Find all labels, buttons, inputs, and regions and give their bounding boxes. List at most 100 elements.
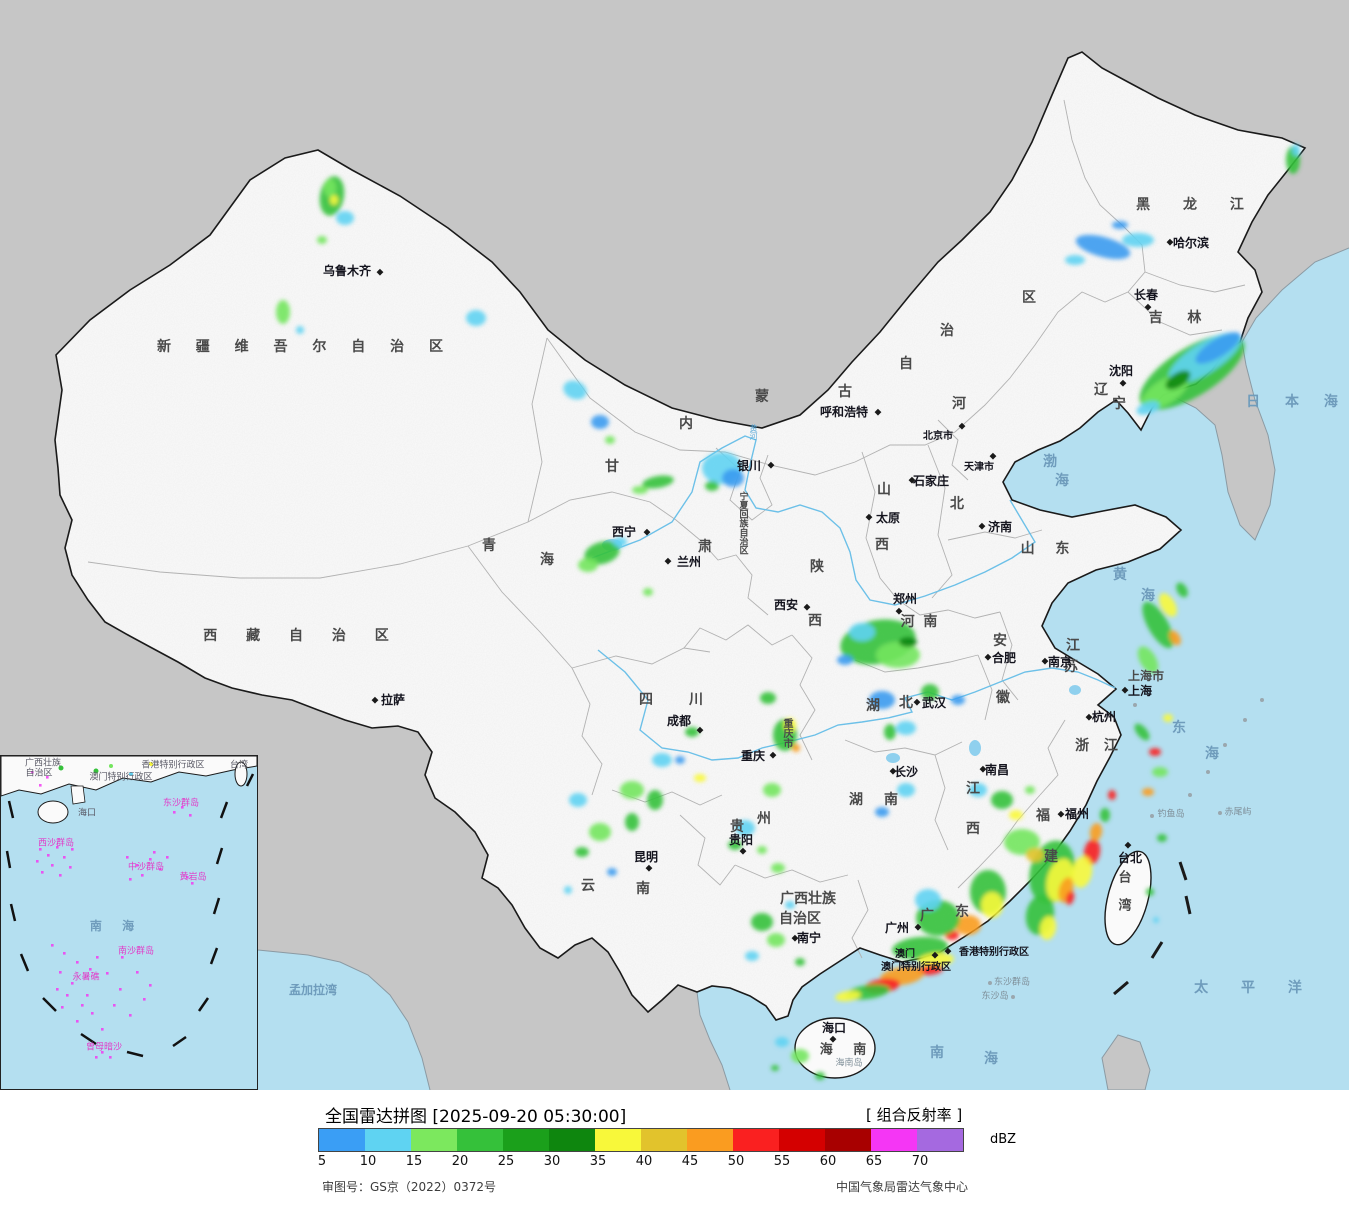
radar-echo	[1292, 144, 1300, 156]
radar-echo	[981, 892, 1003, 918]
radar-echo	[276, 300, 290, 324]
nine-dash-segment	[245, 773, 255, 787]
reef-symbol	[113, 1004, 116, 1007]
reef-symbol	[141, 874, 144, 877]
reef-symbol	[51, 864, 54, 867]
inset-label-guangxi: 广西壮族	[24, 758, 62, 769]
nine-dash-segment	[172, 1035, 187, 1048]
radar-echo	[757, 846, 767, 854]
reef-symbol	[66, 994, 69, 997]
reef-symbol	[136, 971, 139, 974]
reef-symbol	[95, 1056, 98, 1059]
radar-echo	[589, 823, 611, 841]
reef-symbol	[191, 882, 194, 885]
dongting-lake	[886, 753, 900, 763]
radar-echo	[652, 753, 672, 767]
reef-symbol	[36, 860, 39, 863]
radar-echo	[647, 790, 663, 810]
nine-dash-segment	[19, 953, 30, 972]
reflectivity-colorbar	[318, 1128, 964, 1152]
poyang-lake	[969, 740, 981, 756]
inset-label-yongshu: 永暑礁	[72, 972, 100, 983]
radar-echo	[849, 623, 875, 641]
reef-symbol	[101, 1051, 104, 1054]
reef-symbol	[129, 878, 132, 881]
legend-panel: 全国雷达拼图 [2025-09-20 05:30:00] [ 组合反射率 ] d…	[0, 1090, 1349, 1208]
radar-echo	[775, 1037, 789, 1047]
inset-echoes	[58, 762, 153, 776]
reef-symbol	[46, 776, 49, 779]
radar-echo	[1071, 856, 1093, 888]
reef-symbol	[86, 994, 89, 997]
province-boundaries	[87, 99, 1246, 959]
reef-symbol	[56, 846, 59, 849]
radar-echo	[575, 847, 589, 857]
inset-nine-dash-line	[5, 773, 255, 1058]
radar-echo	[620, 781, 644, 799]
radar-echo	[1152, 767, 1168, 777]
yangtze-river	[597, 649, 1116, 761]
radar-echo	[1108, 790, 1116, 800]
radar-echo	[625, 813, 639, 831]
legend-color-cell	[411, 1129, 457, 1151]
radar-echo	[896, 721, 916, 735]
radar-echo	[1065, 255, 1085, 265]
radar-echo	[563, 380, 587, 400]
radar-echo	[564, 886, 572, 894]
reef-symbol	[76, 1020, 79, 1023]
radar-echo	[607, 868, 617, 876]
radar-echo	[578, 558, 598, 572]
reef-symbol	[109, 1056, 112, 1059]
radar-echo	[760, 692, 776, 704]
radar-echo	[1136, 401, 1160, 415]
legend-tick-label: 20	[451, 1154, 469, 1169]
bengal-coastline	[257, 949, 431, 1090]
radar-echo	[785, 901, 795, 909]
radar-echo	[1165, 370, 1191, 390]
reef-symbol	[69, 866, 72, 869]
radar-echo	[591, 415, 609, 429]
reef-symbol	[153, 851, 156, 854]
reef-symbol	[126, 856, 129, 859]
nine-dash-segment	[1178, 861, 1188, 881]
inset-china-coast	[1, 756, 257, 797]
legend-color-cell	[365, 1129, 411, 1151]
radar-echo	[1134, 723, 1150, 741]
legend-color-cell	[687, 1129, 733, 1151]
radar-echo	[918, 952, 954, 968]
nine-dash-segment	[219, 801, 229, 819]
legend-color-cell	[549, 1129, 595, 1151]
radar-echo	[899, 637, 917, 647]
inset-label-south-china-sea: 南 海	[89, 919, 143, 933]
reef-symbol	[96, 956, 99, 959]
license-text: 审图号：GS京（2022）0372号	[322, 1180, 496, 1194]
china-terrain-texture	[55, 52, 1305, 1020]
radar-echo	[884, 724, 896, 740]
radar-echo	[1157, 834, 1167, 842]
product-label: [ 组合反射率 ]	[866, 1106, 963, 1124]
radar-echo	[296, 326, 304, 334]
reef-symbol	[61, 1006, 64, 1009]
radar-echo	[632, 486, 648, 494]
legend-tick-label: 25	[497, 1154, 515, 1169]
reef-symbol	[59, 971, 62, 974]
radar-echo	[1009, 810, 1023, 820]
radar-echo	[1169, 630, 1181, 646]
credit-text: 中国气象局雷达气象中心	[836, 1180, 969, 1194]
radar-echo	[1112, 221, 1128, 229]
vietnam-coastline	[696, 991, 731, 1090]
legend-tick-label: 55	[773, 1154, 791, 1169]
legend-color-cell	[503, 1129, 549, 1151]
radar-echo	[1089, 823, 1103, 841]
legend-tick-label: 45	[681, 1154, 699, 1169]
dash-line-segments	[1113, 861, 1192, 996]
radar-echo	[613, 537, 627, 547]
reef-symbol	[47, 854, 50, 857]
radar-echo	[815, 1072, 825, 1080]
inset-leizhou	[70, 785, 86, 805]
radar-echo	[728, 840, 742, 850]
reef-symbol	[31, 771, 34, 774]
legend-tick-label: 15	[405, 1154, 423, 1169]
legend-tick-label: 30	[543, 1154, 561, 1169]
